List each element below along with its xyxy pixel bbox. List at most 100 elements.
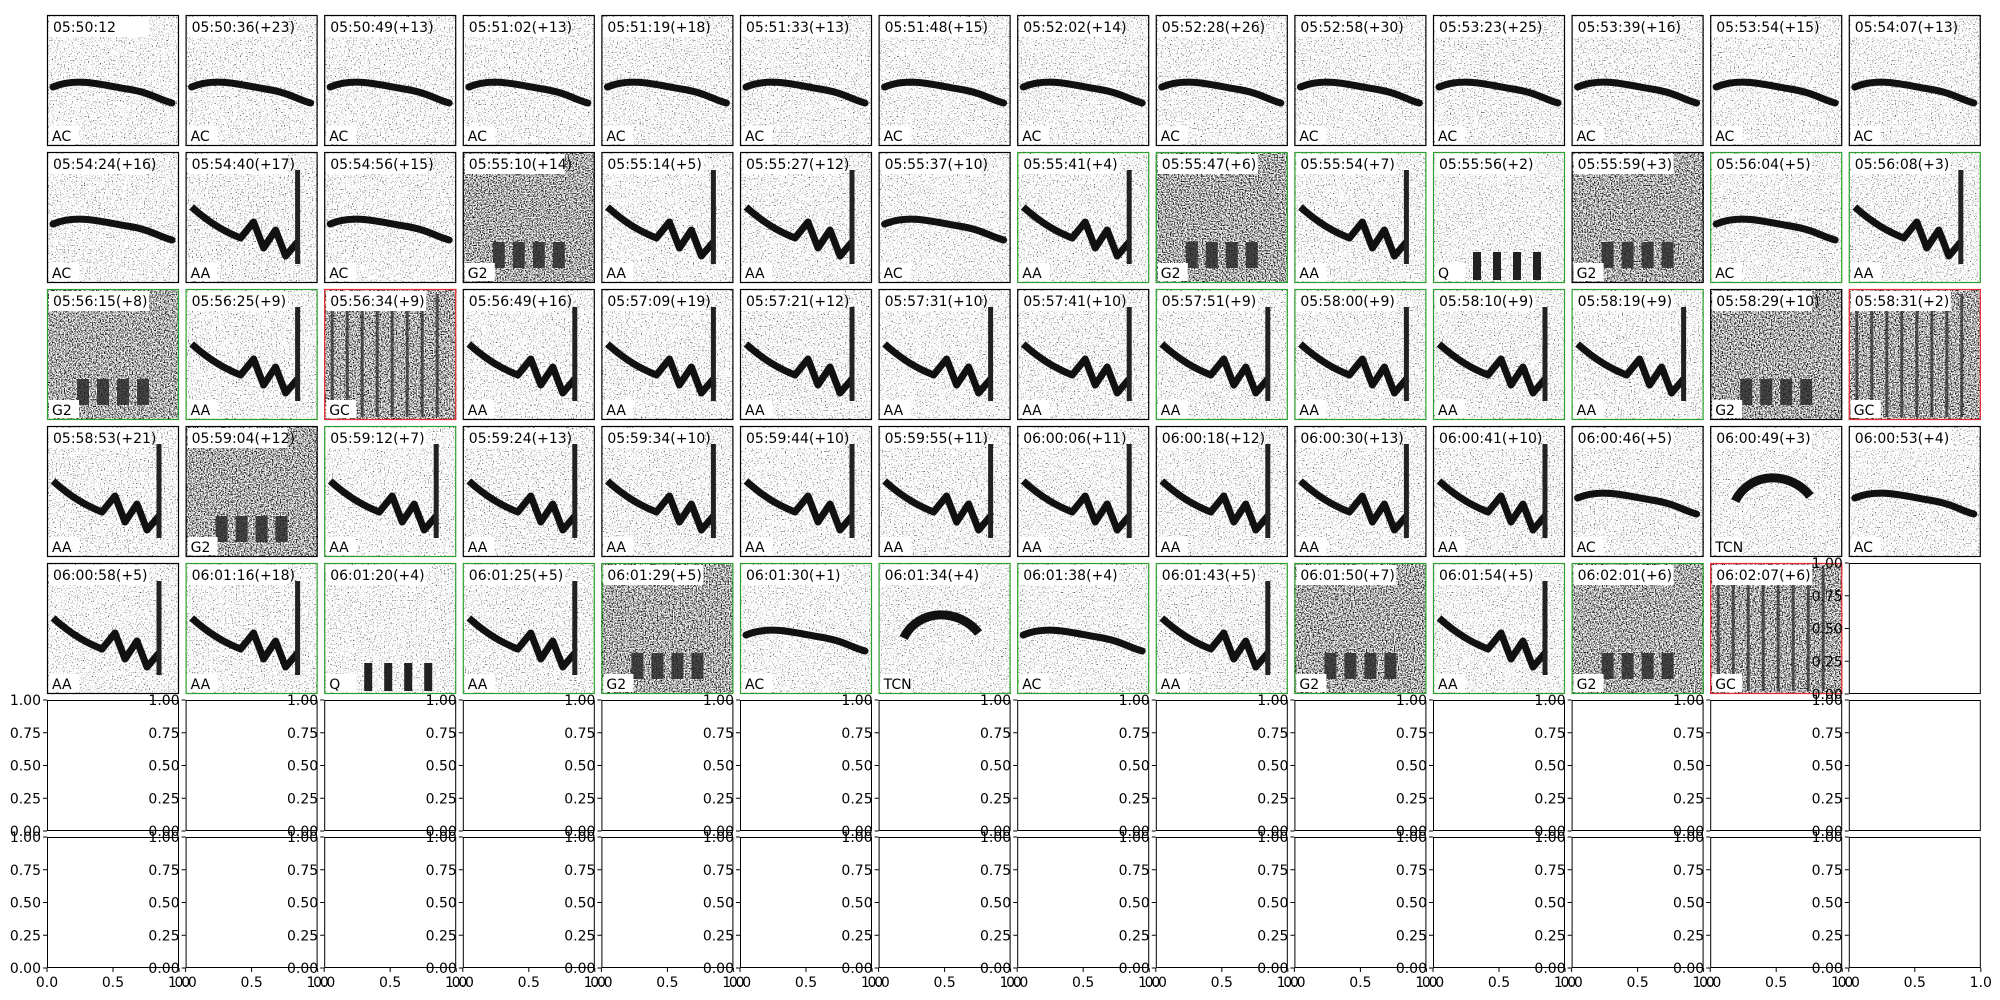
spectrogram-panel: 06:02:07(+6) GC (1710, 562, 1843, 695)
time-label: 06:02:07(+6) (1716, 568, 1810, 584)
axis-frame (462, 837, 595, 968)
time-label: 06:01:16(+18) (192, 568, 295, 584)
time-label: 05:58:53(+21) (53, 431, 156, 447)
class-label: GC (329, 403, 350, 419)
spectrogram-panel: 06:00:18(+12) AA (1155, 425, 1288, 558)
class-label-box (187, 674, 218, 692)
call-trace (1513, 252, 1521, 280)
time-label-box (1435, 565, 1535, 585)
call-trace (424, 663, 433, 691)
x-tick-label: 0.5 (656, 975, 678, 991)
panel-frame (185, 562, 318, 695)
time-label-box (603, 154, 704, 174)
class-label-box (1573, 537, 1604, 555)
class-label: Q (1438, 266, 1449, 282)
call-trace (1473, 252, 1481, 280)
empty-axis: 0.00 0.25 0.50 0.75 1.00 0.0 0.5 1.0 (980, 830, 1160, 991)
time-label-box (1850, 154, 1951, 174)
call-trace (1780, 379, 1793, 405)
time-label-box (1157, 565, 1258, 585)
panel-frame (462, 14, 595, 147)
axis-frame (1433, 700, 1565, 831)
x-tick-label: 0.0 (36, 975, 58, 991)
spectrogram-panel: 05:55:59(+3) G2 (1571, 151, 1704, 284)
x-tick-label: 1.0 (1831, 975, 1853, 991)
class-label-box (49, 674, 79, 692)
y-tick-label: 0.25 (287, 928, 318, 944)
call-trace (189, 615, 301, 671)
call-trace (50, 615, 162, 671)
y-tick-label: 1.00 (426, 693, 457, 709)
panel-frame (1155, 562, 1288, 695)
y-tick-label: 0.25 (10, 928, 41, 944)
panel-frame (1294, 425, 1427, 558)
empty-axis: 0.00 0.25 0.50 0.75 1.00 (1812, 693, 1981, 840)
y-tick-label: 1.00 (1534, 830, 1565, 846)
panel-frame (1848, 425, 1981, 558)
empty-axis: 0.00 0.25 0.50 0.75 1.00 (1534, 693, 1704, 840)
class-label: AC (884, 266, 903, 282)
class-label-box (742, 263, 772, 281)
y-tick-label: 0.75 (841, 726, 872, 742)
call-trace (742, 626, 869, 655)
class-label: AC (1854, 129, 1873, 145)
call-trace (1641, 242, 1654, 268)
x-tick-label: 0.5 (1765, 975, 1787, 991)
class-label-box (880, 263, 911, 281)
call-trace (881, 215, 1008, 244)
panel-frame (601, 288, 734, 421)
class-label: AA (1161, 540, 1181, 556)
class-label: AA (468, 677, 488, 693)
call-trace (1298, 341, 1410, 397)
time-label-box (1573, 428, 1674, 448)
call-trace (189, 204, 301, 260)
time-label-box (326, 291, 427, 311)
axis-frame (185, 837, 318, 968)
class-label-box (1573, 126, 1604, 144)
class-label: G2 (191, 540, 211, 556)
axis-frame (1433, 837, 1565, 968)
time-label-box (49, 17, 149, 37)
y-tick-label: 0.25 (148, 928, 179, 944)
panel-frame (1710, 288, 1843, 421)
call-trace (117, 379, 129, 405)
time-label-box (603, 565, 704, 585)
class-label-box (1850, 126, 1881, 144)
time-label: 05:57:41(+10) (1023, 294, 1126, 310)
class-label-box (880, 674, 911, 692)
class-label-box (1157, 126, 1188, 144)
y-tick-label: 0.00 (1396, 824, 1427, 840)
axis-frame (185, 700, 318, 831)
x-tick-label: 0.5 (1349, 975, 1371, 991)
y-tick-label: 0.75 (1673, 863, 1704, 879)
call-trace (882, 478, 994, 534)
call-trace (1760, 379, 1773, 405)
call-trace (1225, 242, 1238, 268)
time-label-box (187, 17, 288, 37)
y-tick-label: 0.75 (1534, 863, 1565, 879)
time-label: 06:00:41(+10) (1439, 431, 1542, 447)
y-tick-label: 1.00 (1812, 693, 1843, 709)
class-label: AA (745, 540, 765, 556)
call-trace (326, 78, 453, 107)
x-tick-label: 0.0 (867, 975, 889, 991)
spectrogram-panel: 05:58:19(+9) AA (1571, 288, 1704, 421)
spectrogram-panel: 05:54:07(+13) AC (1848, 14, 1981, 147)
empty-axis: 0.00 0.25 0.50 0.75 1.00 (1812, 556, 1981, 703)
time-label: 05:54:40(+17) (192, 157, 295, 173)
y-tick-label: 0.00 (841, 961, 872, 977)
spectrogram-panel: 05:50:49(+13) AC (324, 14, 457, 147)
class-label: AA (745, 403, 765, 419)
class-label: AA (1022, 540, 1042, 556)
time-label-box (49, 154, 149, 174)
call-trace (1158, 78, 1285, 107)
time-label-box (1019, 565, 1120, 585)
panel-frame (878, 14, 1011, 147)
class-label-box (49, 263, 79, 281)
panel-frame (601, 151, 734, 284)
class-label: AA (1161, 403, 1181, 419)
panel-frame (462, 288, 595, 421)
time-label-box (1296, 17, 1397, 37)
call-trace (49, 215, 176, 244)
y-tick-label: 0.00 (426, 961, 457, 977)
